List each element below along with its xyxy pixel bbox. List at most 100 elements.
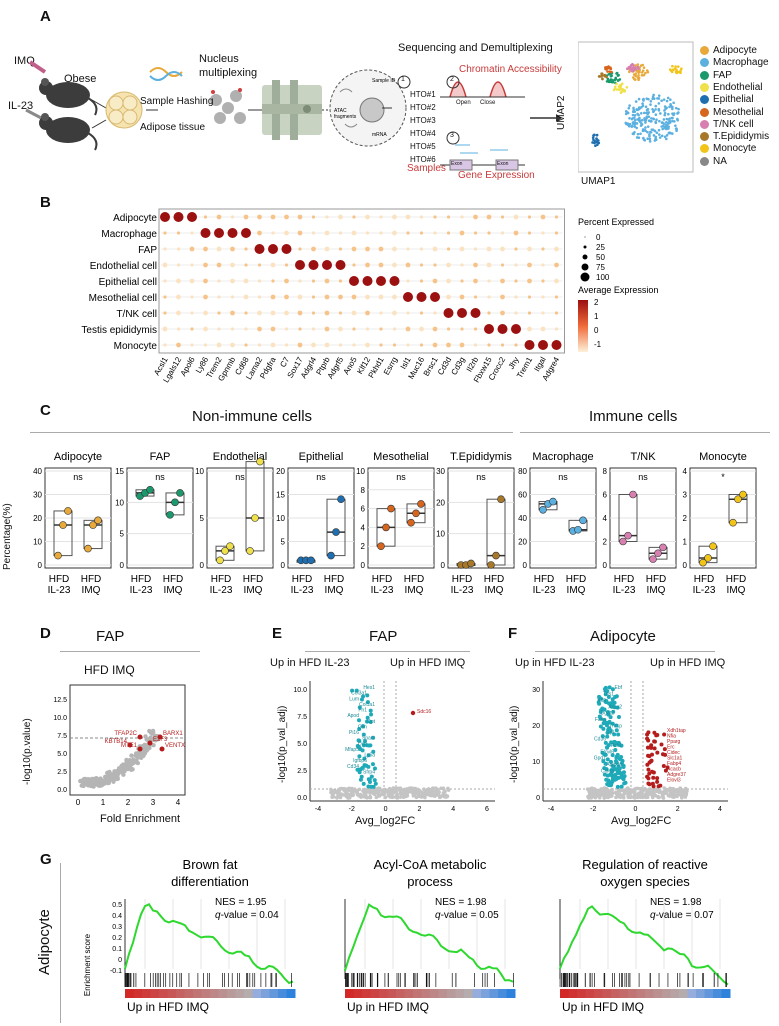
umap-point (648, 130, 652, 134)
umap-point (635, 136, 639, 139)
xtick-label: IL-23 (693, 585, 716, 596)
boxplot-frame (126, 467, 194, 569)
dot-mark (500, 310, 505, 316)
dot-mark (230, 278, 235, 284)
dot-mark (527, 246, 532, 252)
data-point (105, 780, 111, 785)
dot-mark (203, 294, 208, 300)
legend-dot-icon (700, 144, 709, 154)
umap-point (606, 70, 609, 73)
dot-mark (365, 294, 370, 300)
dot-mark (203, 215, 208, 219)
sample-point (251, 514, 259, 522)
dot-mark (457, 308, 467, 318)
dot-mark (297, 214, 303, 220)
g-xlabel: Up in HFD IMQ (127, 1000, 209, 1014)
down-point (366, 777, 371, 782)
data-point (412, 793, 416, 798)
down-point (606, 710, 611, 715)
data-point (357, 793, 361, 797)
down-point (614, 723, 619, 728)
gene-label: TFAP2C (114, 731, 137, 737)
dot-mark (540, 214, 546, 220)
dot-mark (511, 324, 521, 334)
dot-mark (352, 215, 356, 219)
ytick-label: 30 (436, 467, 445, 476)
down-point (354, 688, 359, 693)
box-mark (486, 498, 506, 566)
umap-point (663, 113, 667, 117)
dot-mark (433, 215, 437, 219)
data-point (391, 795, 396, 799)
gene-label: Erc (667, 745, 675, 751)
xtick-label: 1 (101, 798, 106, 807)
step-3: 3 (450, 132, 454, 139)
down-point (361, 743, 366, 748)
rank-bar-segment (286, 989, 296, 998)
data-point (136, 754, 141, 760)
dot-mark (338, 311, 343, 315)
down-point (605, 757, 610, 762)
data-point (602, 786, 607, 790)
umap-point (625, 67, 629, 71)
boxplot-title: Epithelial (299, 451, 344, 463)
dot-mark (351, 294, 357, 300)
data-point (678, 786, 683, 791)
umap-point (591, 141, 594, 144)
rank-bar-segment (261, 989, 270, 998)
rank-bar-segment (713, 989, 722, 998)
legend-dot-icon (700, 58, 709, 68)
umap-point (674, 127, 678, 130)
gene-label: Elovl6 (600, 749, 614, 755)
sample-point (54, 551, 62, 560)
legend-label: Epithelial (713, 94, 754, 106)
obese-label: Obese (64, 73, 97, 85)
size-legend-title: Percent Expressed (578, 217, 654, 227)
umap-point (671, 105, 674, 109)
down-point (606, 778, 611, 783)
ytick-label: 30 (33, 491, 42, 500)
ytick-label: 6 (361, 505, 366, 514)
dot-mark (500, 278, 505, 284)
umap-point (646, 125, 650, 128)
rank-bar-segment (379, 989, 388, 998)
ytick-label: 8 (603, 467, 608, 476)
xtick-label: 2 (676, 806, 680, 813)
dot-mark (244, 343, 248, 347)
dot-mark (406, 311, 410, 315)
data-point (595, 789, 600, 794)
down-point (350, 688, 355, 693)
boxplot-title: FAP (150, 451, 171, 463)
data-point (388, 788, 393, 793)
down-point (371, 749, 376, 754)
umap-point (672, 68, 675, 72)
rank-bar-segment (611, 989, 620, 998)
g-xlabel: Up in HFD IMQ (347, 1000, 429, 1014)
dot-mark (554, 215, 559, 219)
gene-label: Lum (349, 696, 359, 702)
data-point (608, 794, 613, 799)
dot-mark (376, 276, 386, 286)
ytick-label: 2.5 (57, 769, 67, 776)
dot-mark (284, 214, 289, 220)
umap-point (671, 132, 674, 135)
up-point (661, 764, 666, 769)
ytick-label: 0.1 (112, 946, 122, 953)
umap-point (646, 137, 649, 141)
dot-mark (443, 308, 454, 318)
down-point (365, 743, 370, 748)
down-point (372, 778, 377, 783)
data-point (361, 789, 365, 793)
dot-mark (419, 247, 424, 251)
gene-label: Sparc (362, 736, 376, 742)
umap-point (680, 67, 683, 70)
legend-label: T/NK cell (713, 118, 754, 130)
data-point (329, 787, 333, 792)
boxplot-title: Adipocyte (54, 451, 102, 463)
ytick-label: 0 (441, 561, 446, 570)
dot-mark (379, 311, 383, 315)
down-point (368, 743, 373, 748)
gene-label: Esrrg (382, 356, 399, 377)
dot-mark (406, 343, 410, 347)
f-xlabel: Avg_log2FC (611, 815, 672, 827)
